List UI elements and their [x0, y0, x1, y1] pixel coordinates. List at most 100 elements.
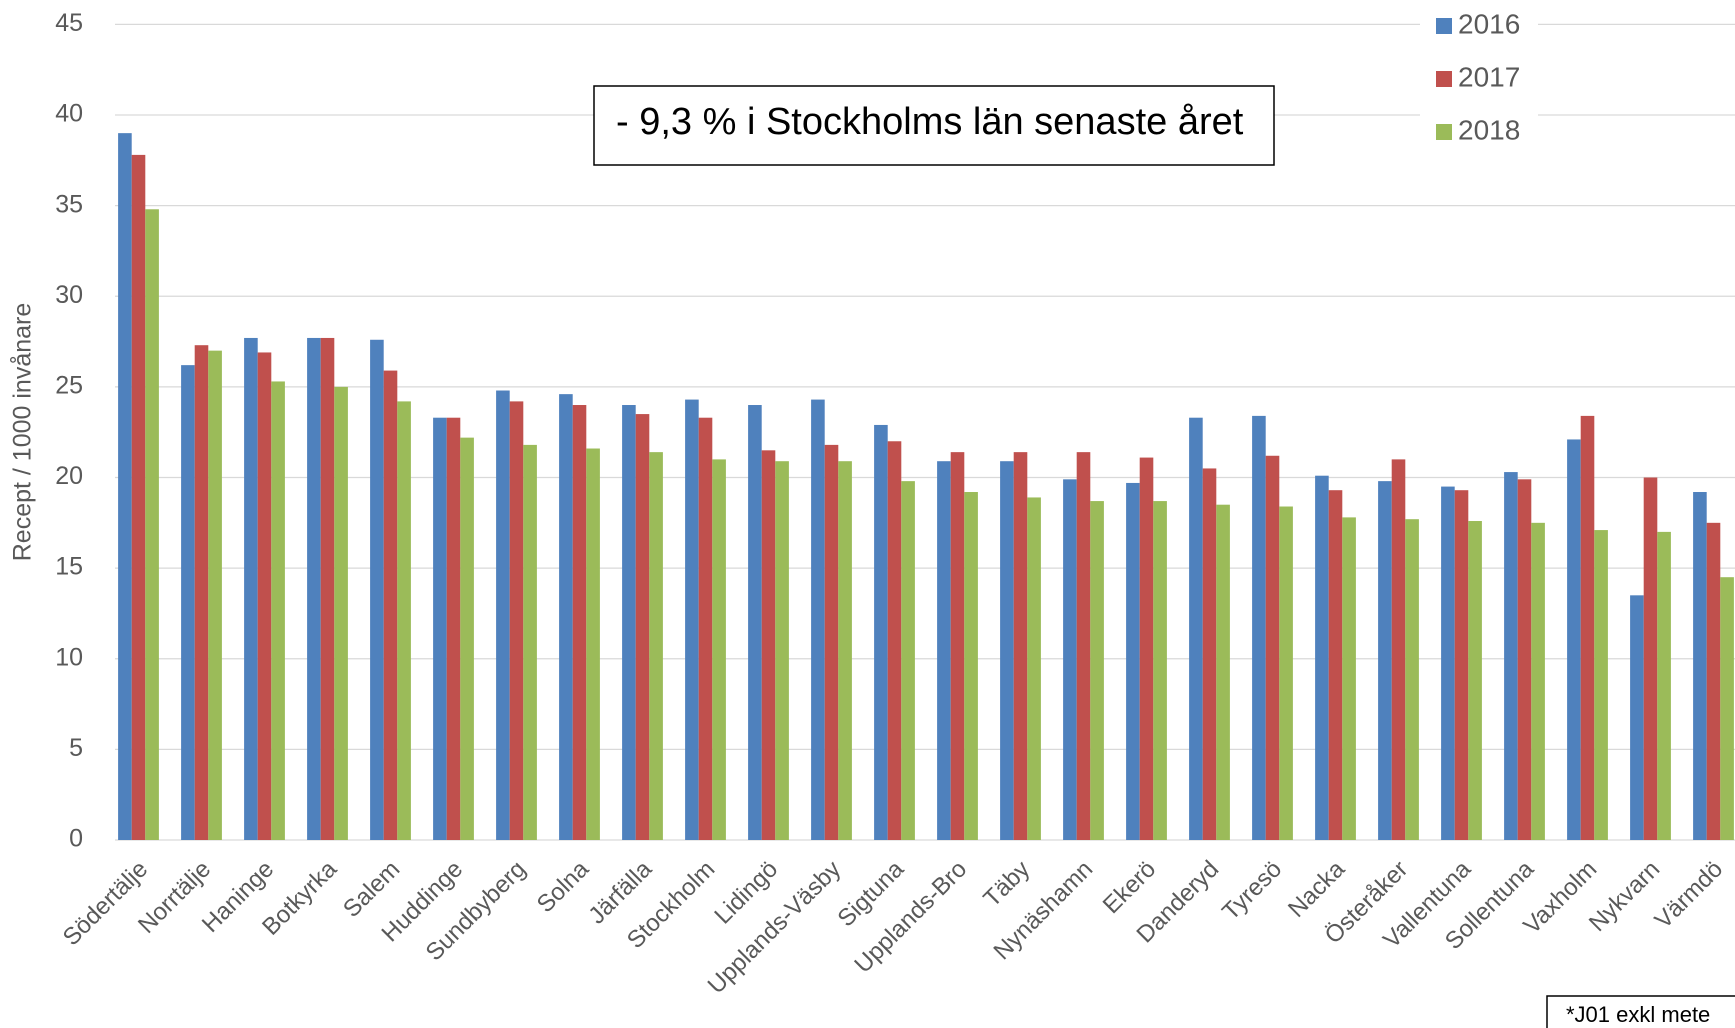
bar	[1594, 530, 1608, 840]
bar	[1391, 459, 1406, 840]
bar	[1454, 490, 1469, 840]
bar	[1567, 439, 1581, 840]
y-tick-label: 35	[55, 190, 83, 218]
legend-swatch	[1436, 124, 1452, 140]
legend-label: 2017	[1458, 61, 1520, 92]
bar	[586, 448, 600, 840]
bar	[383, 370, 398, 840]
bar	[320, 337, 335, 840]
bar	[131, 154, 146, 840]
bar	[1531, 522, 1545, 840]
bar	[1378, 481, 1392, 840]
bar	[937, 461, 951, 840]
bar	[622, 405, 636, 840]
y-tick-label: 20	[55, 462, 83, 490]
bar	[901, 481, 915, 840]
bar	[775, 461, 789, 840]
y-tick-label: 10	[55, 643, 83, 671]
bar	[1693, 492, 1707, 840]
bar	[1216, 504, 1230, 840]
bar	[950, 452, 965, 840]
y-tick-label: 15	[55, 553, 83, 581]
bar	[1328, 490, 1343, 840]
bar	[964, 492, 978, 840]
x-tick-label: Täby	[978, 856, 1035, 913]
bar	[271, 381, 285, 840]
bar	[1153, 501, 1167, 840]
bar	[1504, 472, 1518, 840]
bar	[181, 365, 195, 840]
bar	[334, 386, 348, 840]
bar	[1265, 455, 1280, 840]
bar	[1706, 522, 1721, 840]
bar	[370, 339, 384, 840]
bar	[194, 345, 209, 840]
bar	[1315, 475, 1329, 840]
bar	[496, 390, 510, 840]
x-tick-label: Nykvarn	[1584, 856, 1665, 937]
bar	[698, 417, 713, 840]
bar	[649, 452, 663, 840]
bar	[1076, 452, 1091, 840]
x-tick-label: Tyresö	[1217, 856, 1287, 926]
x-tick-label: Södertälje	[58, 856, 154, 952]
bar	[145, 209, 159, 840]
bar	[1063, 479, 1077, 840]
bar	[811, 399, 825, 840]
bar	[1139, 457, 1154, 840]
bar	[1279, 506, 1293, 840]
bar	[509, 401, 524, 840]
y-tick-label: 25	[55, 371, 83, 399]
bar	[838, 461, 852, 840]
legend-label: 2018	[1458, 114, 1520, 145]
y-tick-label: 45	[55, 9, 83, 37]
bar	[712, 459, 726, 840]
legend-label: 2016	[1458, 8, 1520, 39]
annotation-box	[593, 85, 1275, 166]
footnote: *J01 exkl mete	[1566, 1002, 1710, 1027]
bar	[118, 133, 132, 840]
x-tick-label: Upplands-Bro	[849, 856, 972, 979]
y-tick-label: 40	[55, 100, 83, 128]
footnote-box	[1546, 995, 1735, 1028]
bar	[635, 414, 650, 840]
bar	[244, 337, 258, 840]
bar	[559, 394, 573, 840]
bar	[1441, 486, 1455, 840]
bar	[1405, 519, 1419, 840]
bar	[1000, 461, 1014, 840]
bar	[1090, 501, 1104, 840]
bar	[208, 350, 222, 840]
bar	[748, 405, 762, 840]
bar	[1720, 577, 1734, 840]
bar	[824, 444, 839, 840]
bar	[1657, 531, 1671, 840]
bar	[1013, 452, 1028, 840]
bar	[761, 450, 776, 840]
bar	[887, 441, 902, 840]
bar	[874, 424, 888, 840]
bar	[1517, 479, 1532, 840]
bar	[460, 437, 474, 840]
legend-swatch	[1436, 18, 1452, 34]
bar	[1202, 468, 1217, 840]
bar	[433, 417, 447, 840]
bar	[446, 417, 461, 840]
bar	[307, 337, 321, 840]
bar	[1342, 517, 1356, 840]
bar	[1189, 417, 1203, 840]
bar	[572, 405, 587, 840]
bar	[1027, 497, 1041, 840]
x-tick-label: Värmdö	[1650, 856, 1729, 935]
bar	[685, 399, 699, 840]
bar	[397, 401, 411, 840]
bar	[523, 444, 537, 840]
y-tick-label: 30	[55, 281, 83, 309]
annotation: - 9,3 % i Stockholms län senaste året	[616, 101, 1244, 143]
bar	[1630, 595, 1644, 840]
legend-swatch	[1436, 71, 1452, 87]
y-tick-label: 5	[69, 734, 83, 762]
y-axis-label: Recept / 1000 invånare	[9, 303, 37, 562]
bar	[1643, 477, 1658, 840]
